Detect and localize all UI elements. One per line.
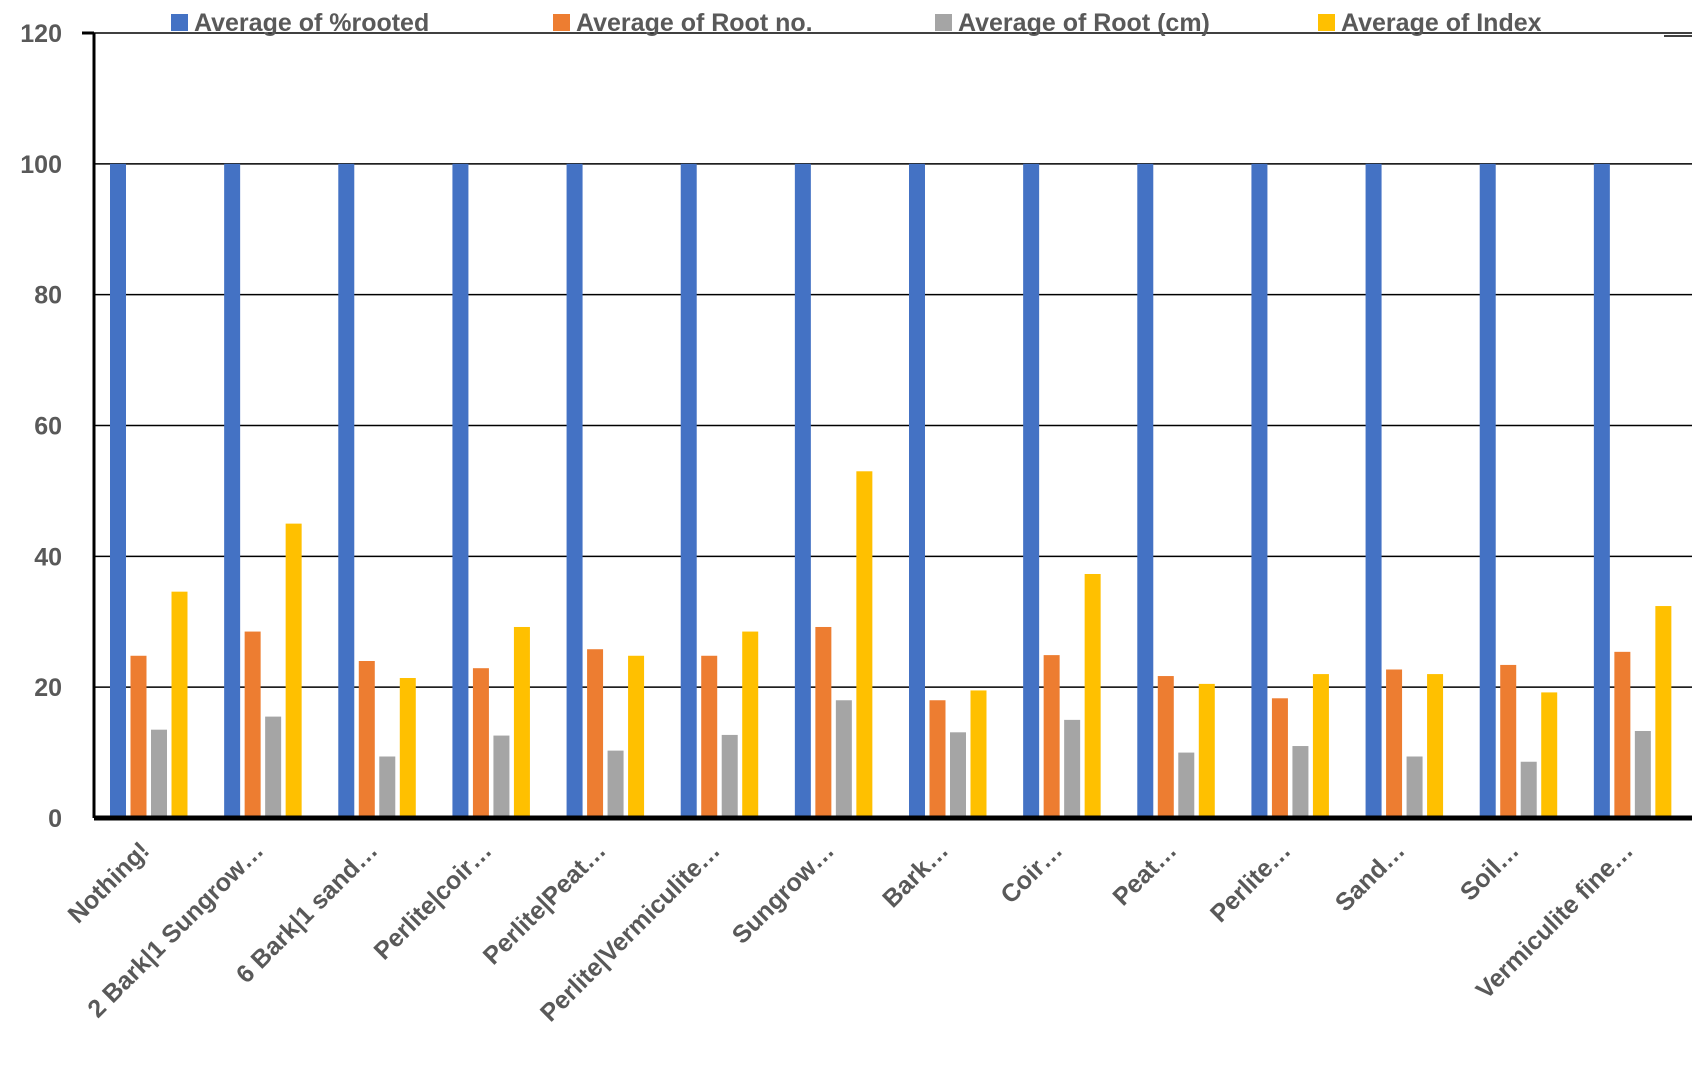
bar [130,655,147,818]
bar [1500,664,1517,818]
bar [171,591,188,818]
bar [358,661,375,818]
x-category-label: Coir… [995,836,1068,909]
x-category-label: Bark… [877,836,954,913]
bar [701,655,718,818]
bar [950,732,966,818]
y-tick-label: 40 [34,543,62,571]
bar [794,163,811,819]
bar [1137,163,1154,819]
bar [151,729,167,818]
y-tick-label: 100 [20,151,62,179]
y-tick-label: 120 [20,20,62,48]
bar [338,163,355,819]
bar [1198,683,1215,818]
bar [513,626,530,818]
x-category-label: Peat… [1107,836,1182,911]
legend-label: Average of %rooted [194,9,429,37]
bar [680,163,697,819]
bar [1251,163,1268,819]
axes [82,31,1692,821]
bar [1064,719,1081,818]
bar [1178,752,1195,818]
bar [493,735,510,818]
x-category-labels: Nothing!2 Bark|1 Sungrow…6 Bark|1 sand…P… [63,836,1639,1027]
x-category-label: Sand… [1330,836,1411,917]
y-tick-label: 20 [34,674,62,702]
bar [1386,669,1403,818]
legend-swatch [171,14,188,31]
x-category-label: Perlite|coir… [369,836,498,965]
bar [379,756,396,818]
bar [628,655,645,818]
x-category-label: Nothing! [63,836,155,928]
bar [1292,746,1309,818]
legend-label: Average of Root no. [576,9,813,37]
bar [742,631,759,818]
bar [1271,698,1288,818]
bar [721,734,738,818]
y-tick-label: 60 [34,413,62,441]
bar [1655,606,1672,818]
bar [835,700,852,818]
x-category-label: Soil… [1455,836,1525,906]
bar [607,750,624,818]
bar [1520,761,1537,818]
bar [244,631,261,818]
gridlines [94,32,1692,688]
y-tick-labels: 0 20 40 60 80 100 120 [20,20,62,833]
y-tick-label: 80 [34,282,62,310]
legend: Average of %rooted Average of Root no. Ave… [171,9,1542,37]
bar [1084,573,1101,818]
bar [1043,655,1060,818]
bar [1406,756,1423,818]
legend-swatch [1318,14,1335,31]
bar [1312,674,1329,818]
bar [285,523,302,818]
bar [110,163,126,819]
bar [1023,163,1040,819]
bar [909,163,925,819]
bar [265,716,282,818]
bar [1614,651,1631,818]
bar [856,471,873,818]
legend-swatch [553,14,570,31]
legend-label: Average of Root (cm) [958,9,1210,37]
bar [1427,674,1444,818]
bar [224,163,241,819]
bar [929,700,946,818]
bar [970,690,987,818]
bar [1157,676,1174,818]
bar [399,678,416,818]
bar [566,163,583,819]
bar [1541,692,1558,818]
x-category-label: Sungrow… [727,836,840,949]
y-tick-label: 0 [48,805,62,833]
bar [472,668,489,818]
bars [110,163,1672,819]
bar [587,649,604,818]
bar [1634,730,1651,818]
bar [1479,163,1496,819]
bar [1365,163,1382,819]
bar [1593,163,1610,819]
x-category-label: Perlite… [1205,836,1297,928]
bar [452,163,469,819]
bar [815,626,832,818]
legend-label: Average of Index [1341,9,1542,37]
legend-swatch [935,14,952,31]
